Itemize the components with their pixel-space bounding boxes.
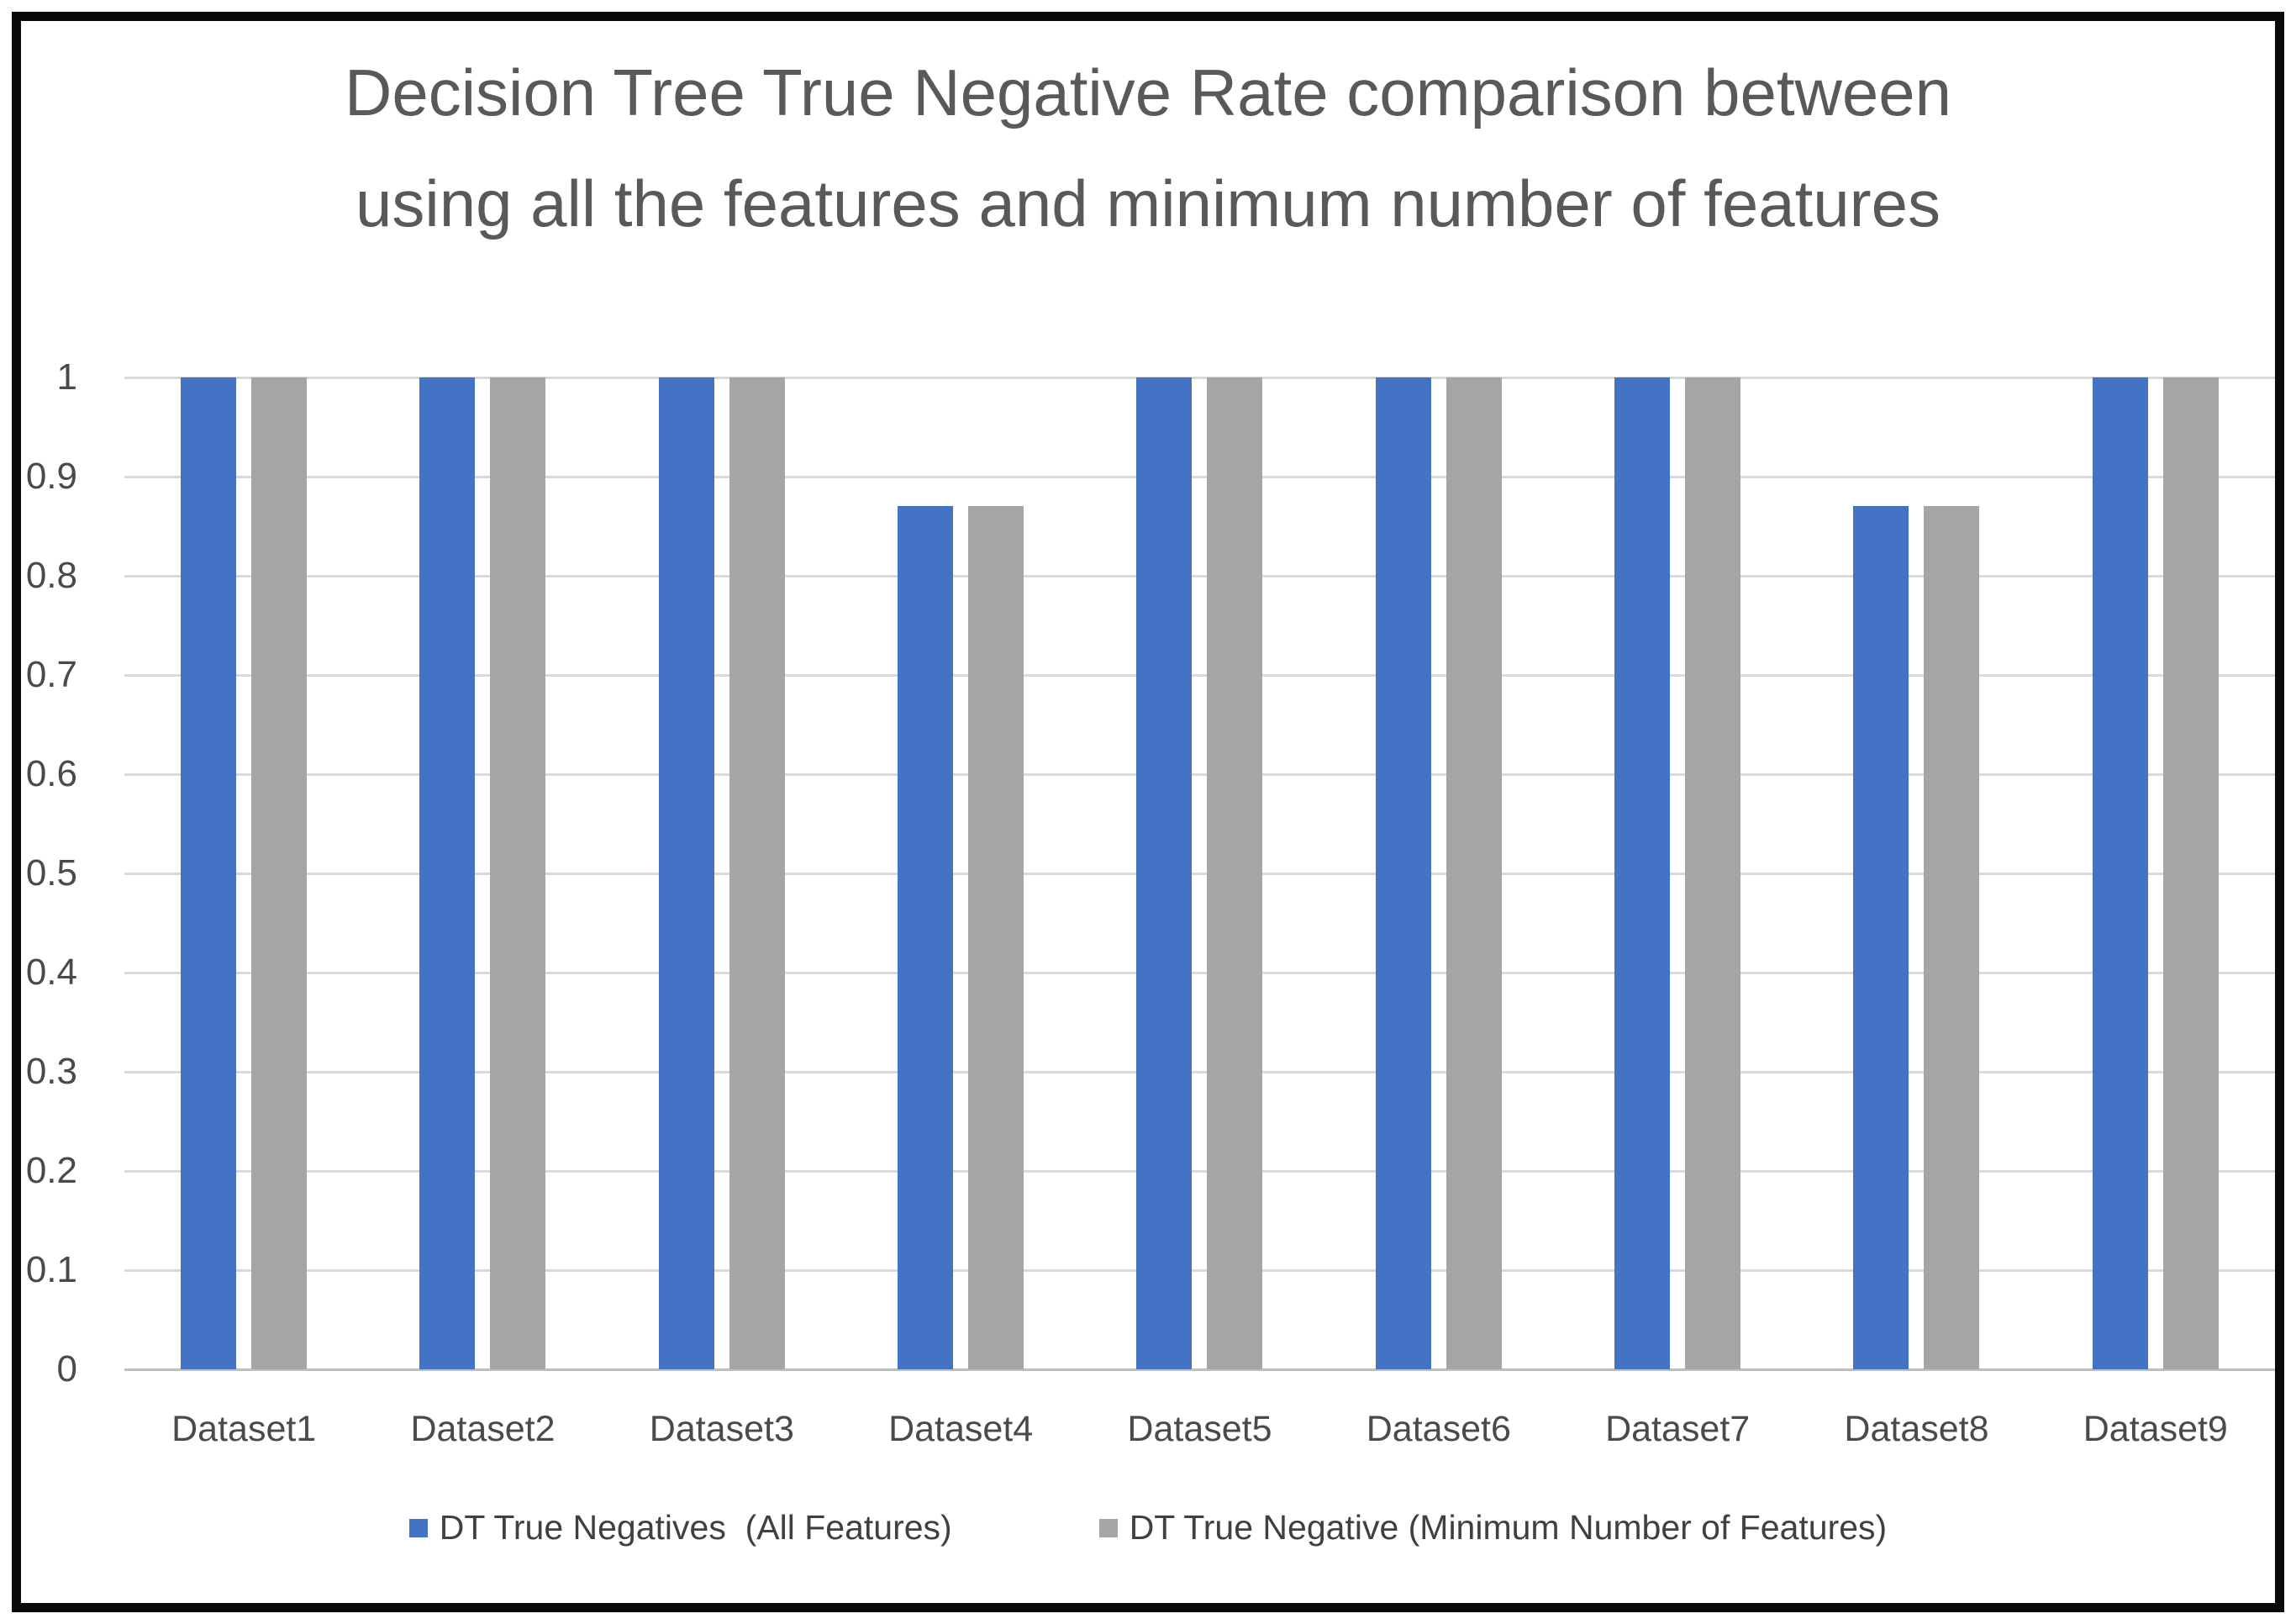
gridline (124, 971, 2275, 974)
bar-group-dataset8 (1797, 377, 2035, 1369)
bar-group-dataset7 (1558, 377, 1797, 1369)
bar-dataset2-series1 (419, 377, 476, 1369)
gridline (124, 475, 2275, 478)
bar-dataset4-series1 (898, 506, 954, 1369)
bar-dataset7-series2 (1685, 377, 1741, 1369)
bar-group-dataset4 (841, 377, 1080, 1369)
bar-group-dataset9 (2036, 377, 2275, 1369)
bar-dataset1-series1 (181, 377, 237, 1369)
legend: DT True Negatives (All Features) DT True … (0, 1508, 2296, 1548)
bar-dataset1-series2 (251, 377, 308, 1369)
bar-dataset6-series2 (1446, 377, 1502, 1369)
y-axis: 1 0.9 0.8 0.7 0.6 0.5 0.4 0.3 0.2 0.1 0 (0, 356, 77, 1389)
legend-swatch-series1 (408, 1518, 428, 1537)
bar-group-dataset1 (124, 377, 363, 1369)
bar-group-dataset6 (1319, 377, 1558, 1369)
bar-dataset7-series1 (1614, 377, 1671, 1369)
gridline (124, 574, 2275, 577)
bar-dataset6-series1 (1375, 377, 1431, 1369)
y-tick-label: 0 (56, 1348, 77, 1389)
x-tick-label-dataset6: Dataset6 (1366, 1409, 1511, 1449)
bar-dataset5-series2 (1207, 377, 1263, 1369)
gridline (124, 1169, 2275, 1173)
legend-swatch-series2 (1098, 1518, 1118, 1537)
gridline (124, 872, 2275, 875)
bar-dataset8-series2 (1924, 506, 1980, 1369)
bar-group-dataset5 (1080, 377, 1319, 1369)
y-tick-label: 0.6 (25, 753, 77, 794)
bar-dataset2-series2 (490, 377, 546, 1369)
bar-dataset3-series1 (658, 377, 714, 1369)
bar-dataset9-series1 (2092, 377, 2148, 1369)
y-tick-label: 0.3 (25, 1051, 77, 1092)
y-tick-label: 1 (56, 356, 77, 398)
y-tick-label: 0.7 (25, 654, 77, 695)
y-tick-label: 0.9 (25, 456, 77, 497)
x-tick-label-dataset1: Dataset1 (171, 1409, 317, 1449)
x-tick-label-dataset8: Dataset8 (1844, 1409, 1989, 1449)
chart-title: Decision Tree True Negative Rate compari… (345, 55, 1951, 240)
gridline (124, 1070, 2275, 1073)
y-tick-label: 0.1 (25, 1249, 77, 1290)
legend-item-series2: DT True Negative (Minimum Number of Feat… (1098, 1508, 1888, 1548)
x-axis: Dataset1 Dataset2 Dataset3 Dataset4 Dataset5… (124, 1409, 2275, 1450)
x-axis-line (124, 1368, 2275, 1371)
bar-dataset3-series2 (729, 377, 785, 1369)
x-tick-label-dataset3: Dataset3 (649, 1409, 794, 1449)
bar-dataset4-series2 (968, 506, 1024, 1369)
legend-label-series2: DT True Negative (Minimum Number of Feat… (1129, 1508, 1888, 1547)
x-tick-label-dataset4: Dataset4 (888, 1409, 1034, 1449)
gridline (124, 673, 2275, 677)
legend-item-series1: DT True Negatives (All Features) (408, 1508, 952, 1548)
bar-groups (124, 377, 2275, 1369)
bar-dataset5-series1 (1136, 377, 1193, 1369)
y-tick-label: 0.4 (25, 952, 77, 993)
bar-dataset9-series2 (2162, 377, 2219, 1369)
gridline (124, 772, 2275, 776)
gridline (124, 376, 2275, 379)
bar-group-dataset3 (603, 377, 841, 1369)
x-tick-label-dataset9: Dataset9 (2083, 1409, 2228, 1449)
y-tick-label: 0.8 (25, 555, 77, 596)
y-tick-label: 0.2 (25, 1150, 77, 1191)
y-tick-label: 0.5 (25, 852, 77, 894)
bar-dataset8-series1 (1853, 506, 1909, 1369)
legend-label-series1: DT True Negatives (All Features) (439, 1508, 952, 1547)
gridline (124, 1268, 2275, 1272)
plot-area (124, 376, 2275, 1371)
x-tick-label-dataset2: Dataset2 (410, 1409, 556, 1449)
x-tick-label-dataset7: Dataset7 (1605, 1409, 1751, 1449)
x-tick-label-dataset5: Dataset5 (1127, 1409, 1272, 1449)
bar-group-dataset2 (363, 377, 602, 1369)
